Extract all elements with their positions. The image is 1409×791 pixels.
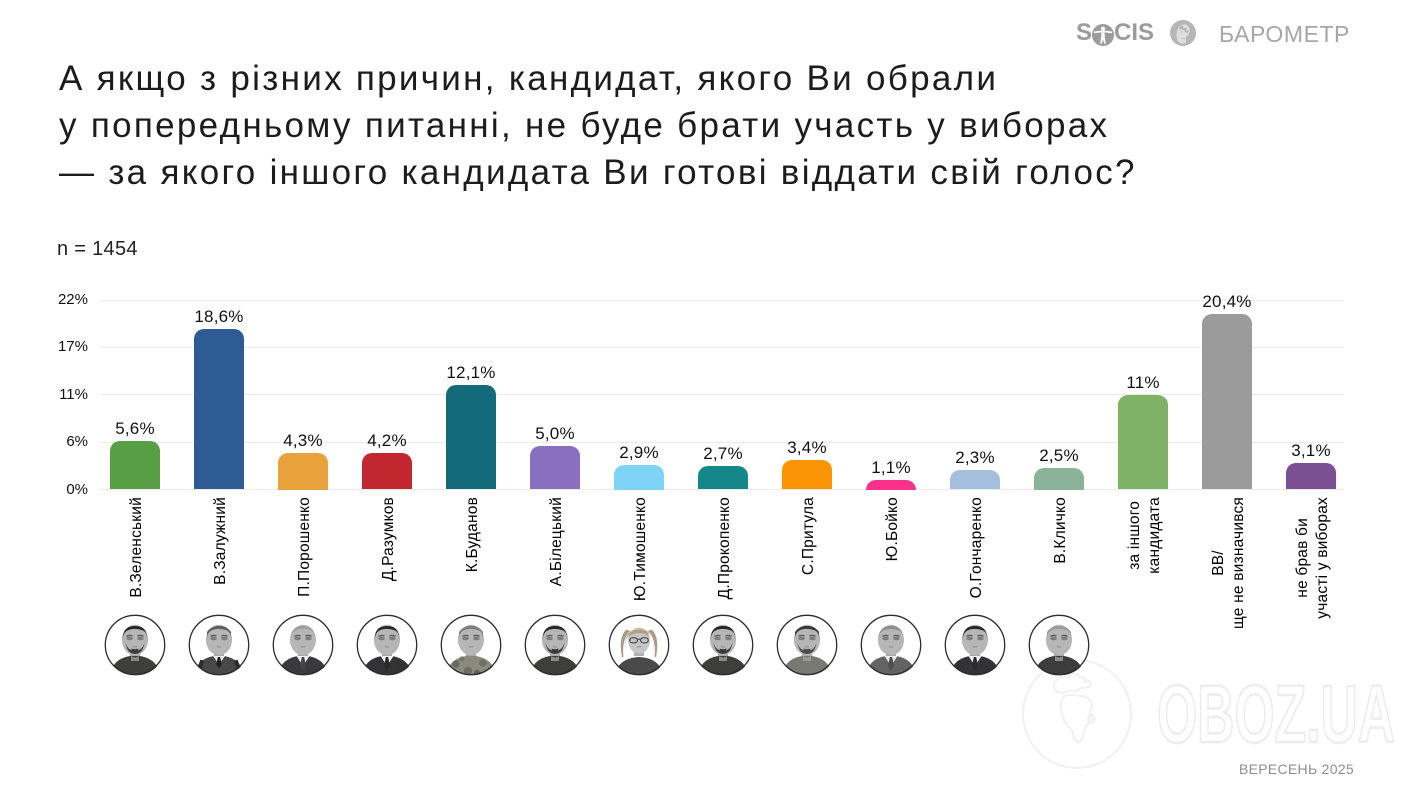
svg-text:OBOZ.UA: OBOZ.UA (1157, 668, 1395, 760)
